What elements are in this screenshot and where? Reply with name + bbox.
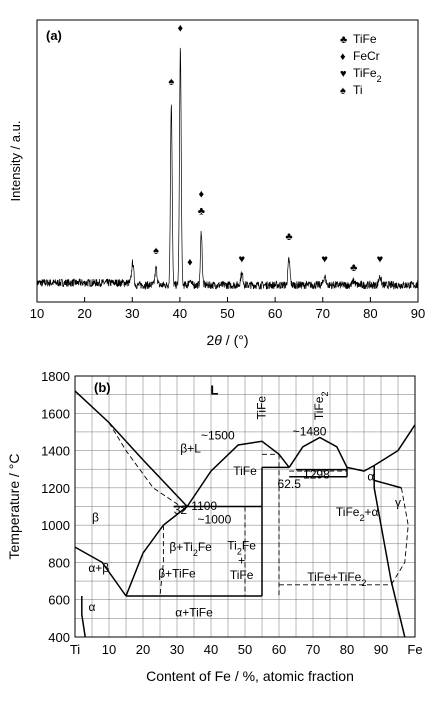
phase-diagram-panel: Ti 10 20 30 40 50 60 70 80 90 Fe 400 600 800 1000 1200 1…: [6, 369, 423, 684]
x-tick-label: 40: [204, 642, 218, 657]
phase-region-label: TiFe2+α: [336, 505, 379, 523]
phase-region-label: α+β: [88, 561, 109, 575]
phase-region-label: β+Ti2Fe: [169, 540, 212, 558]
phase-region-label: β+L: [180, 441, 201, 455]
phase-boundary-dashed-line: [108, 422, 185, 509]
y-tick-label: 1800: [41, 369, 70, 384]
x-tick-label: 60: [272, 642, 286, 657]
legend-label: FeCr: [353, 49, 380, 63]
compound-label: TiFe: [254, 396, 268, 420]
peak-marker: ♥: [321, 254, 328, 266]
x-tick-label: 20: [136, 642, 150, 657]
phase-region-label: β: [92, 510, 99, 524]
peak-marker: ♥: [377, 254, 384, 266]
x-axis-label: Content of Fe / %, atomic fraction: [146, 668, 354, 684]
x-axis-label: 2θ / (°): [207, 332, 249, 348]
x-tick-label: 70: [316, 306, 330, 321]
y-tick-label: 1200: [41, 481, 70, 496]
x-tick-label: 30: [125, 306, 139, 321]
x-tick-label: 90: [411, 306, 425, 321]
x-tick-label: 30: [170, 642, 184, 657]
legend-symbol: ♠: [340, 85, 346, 97]
phase-region-label: 32: [174, 503, 188, 517]
compound-label: TiFe2: [312, 392, 330, 421]
phase-boundary-line: [186, 440, 290, 507]
x-tick-label: 80: [363, 306, 377, 321]
legend-symbol: ♦: [340, 51, 346, 63]
peak-marker: ♦: [178, 22, 184, 34]
peak-marker: ♥: [239, 254, 246, 266]
x-tick-label: 50: [220, 306, 234, 321]
phase-region-label: ~1480: [293, 425, 327, 439]
phase-region-label: 62.5: [278, 477, 302, 491]
phase-boundary-line: [125, 505, 188, 597]
phase-region-label: TiFe: [233, 464, 257, 478]
phase-region-label: α: [367, 469, 374, 483]
phase-boundary-line: [373, 465, 406, 638]
y-tick-label: 800: [48, 555, 70, 570]
legend-label: Ti: [353, 83, 363, 97]
x-tick-label: 80: [340, 642, 354, 657]
phase-boundary-line: [74, 390, 188, 508]
peak-marker: ♦: [198, 189, 204, 201]
phase-region-label: γ: [395, 496, 401, 510]
xrd-pattern-line: [36, 47, 419, 291]
peak-marker: ♣: [285, 231, 292, 243]
y-tick-label: 1000: [41, 518, 70, 533]
peak-marker: ♠: [168, 76, 174, 88]
x-tick-label: 40: [173, 306, 187, 321]
phase-boundary-line: [81, 596, 86, 638]
plot-frame: [74, 375, 416, 638]
y-axis-label: Intensity / a.u.: [8, 121, 23, 202]
peak-marker: ♦: [187, 256, 193, 268]
phase-region-label: TiFe: [230, 568, 254, 582]
x-tick-label: 60: [268, 306, 282, 321]
phase-region-label: 1100: [191, 499, 217, 513]
legend-symbol: ♥: [340, 68, 347, 80]
legend-label: TiFe: [353, 32, 377, 46]
x-tick-label: Ti: [70, 642, 80, 657]
x-tick-label: 70: [306, 642, 320, 657]
x-tick-label: Fe: [407, 642, 422, 657]
y-tick-label: 1600: [41, 406, 70, 421]
y-tick-label: 1400: [41, 444, 70, 459]
phase-region-label: α: [89, 600, 96, 614]
phase-region-label: α+TiFe: [175, 605, 213, 619]
phase-region-label: L: [210, 383, 218, 398]
phase-region-label: ~1000: [198, 512, 232, 526]
phase-region-label: 1298: [303, 468, 330, 482]
x-tick-label: 20: [77, 306, 91, 321]
y-tick-label: 400: [48, 630, 70, 645]
y-axis-label: Temperature / °C: [6, 454, 22, 560]
x-tick-label: 90: [374, 642, 388, 657]
phase-region-label: TiFe+TiFe2: [307, 570, 366, 588]
phase-boundary-dashed-line: [390, 487, 409, 586]
phase-region-label: +: [238, 553, 245, 567]
legend-symbol: ♣: [340, 34, 347, 46]
panel-label: (a): [46, 28, 62, 43]
legend-label: TiFe2: [353, 66, 382, 84]
peak-marker: ♣: [198, 206, 205, 218]
x-tick-label: 10: [30, 306, 44, 321]
y-tick-label: 600: [48, 593, 70, 608]
phase-region-label: ~1500: [201, 428, 235, 442]
phase-region-label: Ti2Fe: [227, 538, 256, 556]
phase-boundary-dashed-line: [159, 525, 164, 597]
x-tick-label: 10: [102, 642, 116, 657]
phase-region-label: β+TiFe: [158, 566, 196, 580]
peak-marker: ♣: [350, 262, 357, 274]
xrd-panel: 10 20 30 40 50 60 70 80 90 2θ / (°) Intensity / a.…: [8, 19, 425, 348]
panel-label: (b): [94, 380, 111, 395]
peak-marker: ♠: [153, 245, 159, 257]
phase-boundary-line: [374, 479, 402, 489]
phase-boundary-line: [74, 546, 127, 597]
phase-boundary-line: [288, 436, 348, 468]
x-tick-label: 50: [238, 642, 252, 657]
